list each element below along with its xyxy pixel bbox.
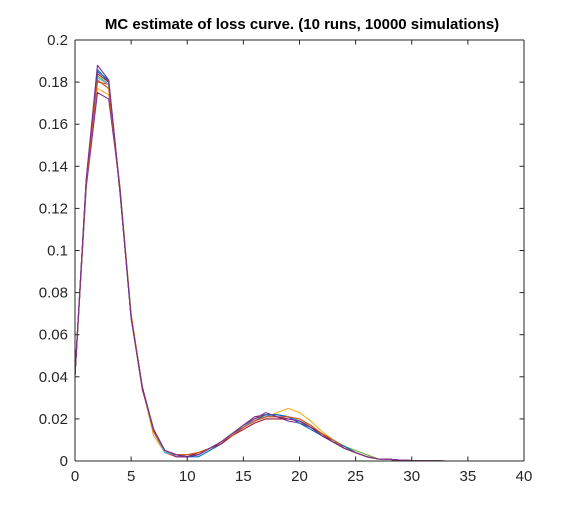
x-tick-label: 15: [235, 468, 252, 485]
y-tick-label: 0.1: [47, 243, 68, 260]
x-tick-label: 0: [71, 468, 79, 485]
y-tick-label: 0.16: [39, 116, 68, 133]
x-tick-label: 35: [460, 468, 477, 485]
x-tick-label: 30: [403, 468, 420, 485]
y-tick-label: 0.12: [39, 200, 68, 217]
x-tick-label: 25: [347, 468, 364, 485]
axes-layer: 0 5 10 15 20 25 30 35 40 0 0.02 0.04 0.06 0.08 0.1 0.12…: [39, 32, 533, 485]
chart-title: MC estimate of loss curve. (10 runs, 100…: [105, 16, 499, 33]
y-tick-label: 0.2: [47, 32, 68, 49]
y-tick-label: 0.14: [39, 158, 68, 175]
x-tick-label: 5: [127, 468, 135, 485]
y-tick-label: 0.04: [39, 369, 68, 386]
y-tick-label: 0.06: [39, 327, 68, 344]
y-tick-label: 0: [60, 453, 68, 470]
x-tick-label: 20: [291, 468, 308, 485]
x-tick-label: 10: [179, 468, 196, 485]
y-tick-label: 0.18: [39, 74, 68, 91]
y-tick-label: 0.08: [39, 285, 68, 302]
plot-area: [75, 40, 524, 461]
x-tick-label: 40: [516, 468, 533, 485]
y-tick-label: 0.02: [39, 411, 68, 428]
